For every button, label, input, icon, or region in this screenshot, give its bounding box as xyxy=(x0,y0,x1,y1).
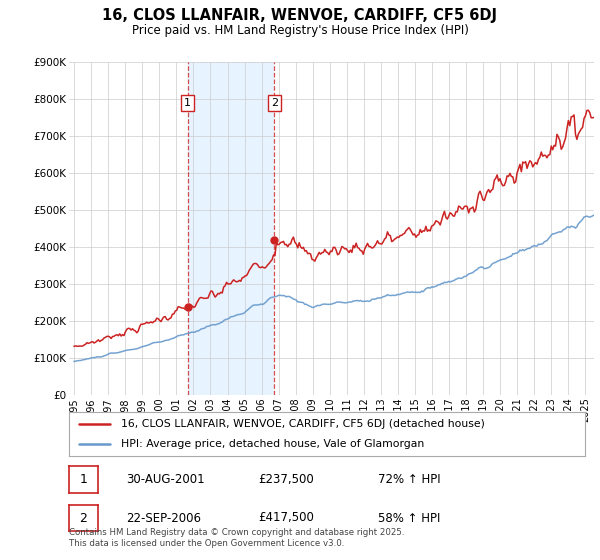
Text: 16, CLOS LLANFAIR, WENVOE, CARDIFF, CF5 6DJ: 16, CLOS LLANFAIR, WENVOE, CARDIFF, CF5 … xyxy=(103,8,497,24)
Text: 22-SEP-2006: 22-SEP-2006 xyxy=(126,511,201,525)
Text: 16, CLOS LLANFAIR, WENVOE, CARDIFF, CF5 6DJ (detached house): 16, CLOS LLANFAIR, WENVOE, CARDIFF, CF5 … xyxy=(121,419,484,429)
Text: £417,500: £417,500 xyxy=(258,511,314,525)
Text: 1: 1 xyxy=(184,98,191,108)
Text: £237,500: £237,500 xyxy=(258,473,314,487)
Bar xyxy=(188,62,274,395)
Text: Price paid vs. HM Land Registry's House Price Index (HPI): Price paid vs. HM Land Registry's House … xyxy=(131,24,469,36)
Text: 2: 2 xyxy=(79,511,88,525)
Text: 30-AUG-2001: 30-AUG-2001 xyxy=(126,473,205,487)
Text: Contains HM Land Registry data © Crown copyright and database right 2025.
This d: Contains HM Land Registry data © Crown c… xyxy=(69,528,404,548)
Text: 72% ↑ HPI: 72% ↑ HPI xyxy=(378,473,440,487)
Text: 58% ↑ HPI: 58% ↑ HPI xyxy=(378,511,440,525)
Text: HPI: Average price, detached house, Vale of Glamorgan: HPI: Average price, detached house, Vale… xyxy=(121,439,424,449)
Text: 1: 1 xyxy=(79,473,88,487)
Text: 2: 2 xyxy=(271,98,278,108)
